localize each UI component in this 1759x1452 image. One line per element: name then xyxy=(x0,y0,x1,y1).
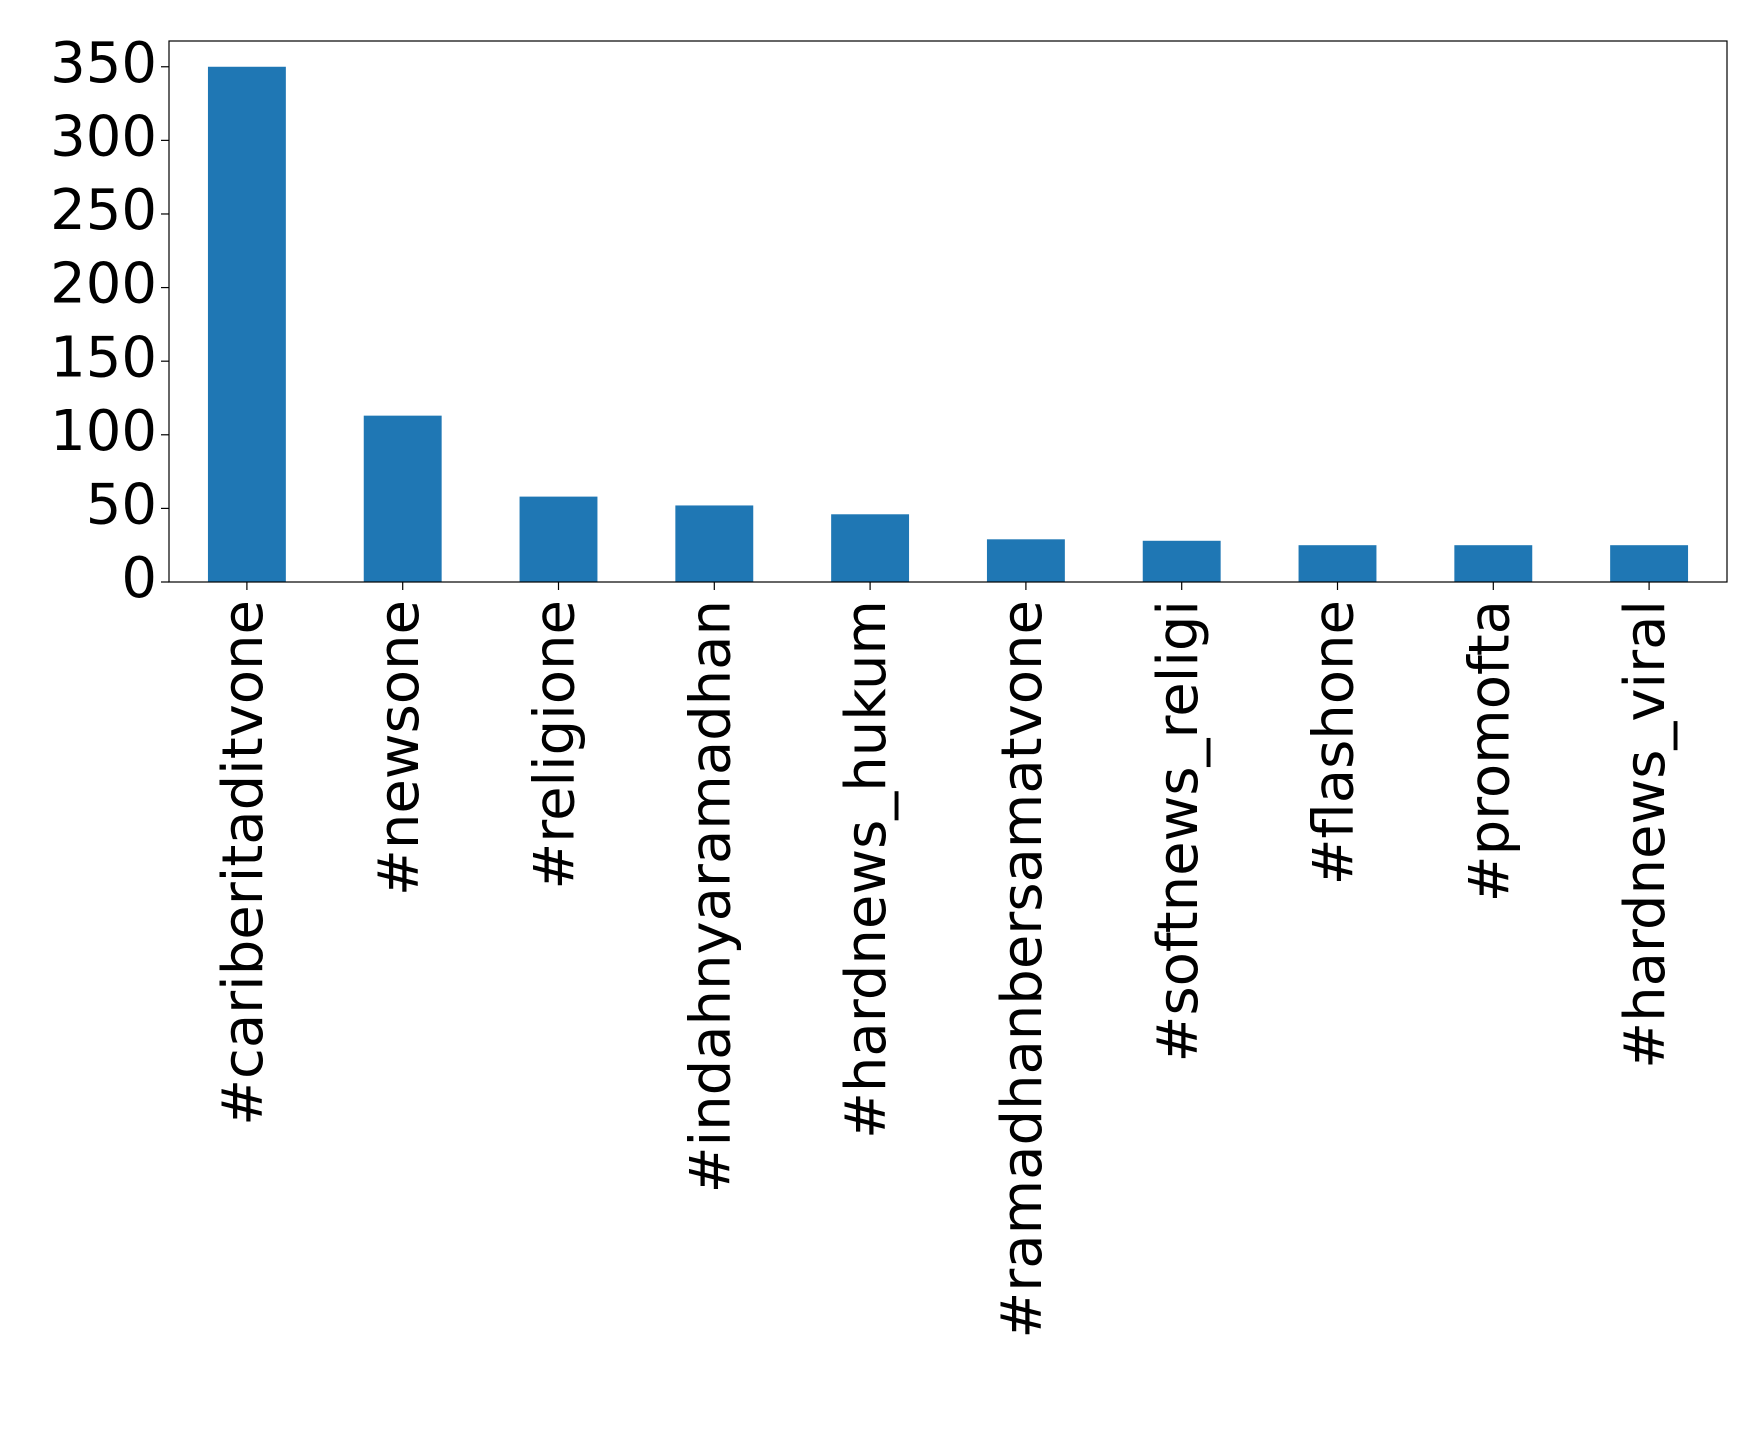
x-tick-label: #hardnews_hukum xyxy=(834,600,899,1139)
y-tick-label: 350 xyxy=(50,31,157,96)
bar xyxy=(1142,540,1221,582)
y-tick-label: 150 xyxy=(50,325,157,390)
x-tick-label: #hardnews_viral xyxy=(1613,600,1678,1069)
bar xyxy=(1610,545,1689,582)
bar xyxy=(831,514,910,582)
x-tick-label: #flashone xyxy=(1302,600,1367,885)
bar xyxy=(519,496,598,582)
bar xyxy=(363,415,442,582)
bar xyxy=(207,66,286,582)
plot-frame xyxy=(168,40,1728,583)
y-tick-label: 100 xyxy=(50,399,157,464)
bar xyxy=(1454,545,1533,582)
x-tick-label: #newsone xyxy=(367,600,432,896)
bar xyxy=(675,505,754,582)
x-tick-label: #promofta xyxy=(1457,600,1522,902)
y-tick-label: 0 xyxy=(121,546,157,611)
x-tick-label: #softnews_religi xyxy=(1146,600,1211,1062)
y-tick-label: 300 xyxy=(50,105,157,170)
y-tick-label: 200 xyxy=(50,252,157,317)
y-tick-label: 50 xyxy=(86,473,157,538)
x-tick-label: #ramadhanbersamatvone xyxy=(990,600,1055,1339)
x-tick-label: #cariberitaditvone xyxy=(211,600,276,1126)
bar xyxy=(986,539,1065,582)
x-tick-label: #religione xyxy=(523,600,588,890)
bar xyxy=(1298,545,1377,582)
x-tick-label: #indahnyaramadhan xyxy=(678,600,743,1193)
y-tick-label: 250 xyxy=(50,178,157,243)
